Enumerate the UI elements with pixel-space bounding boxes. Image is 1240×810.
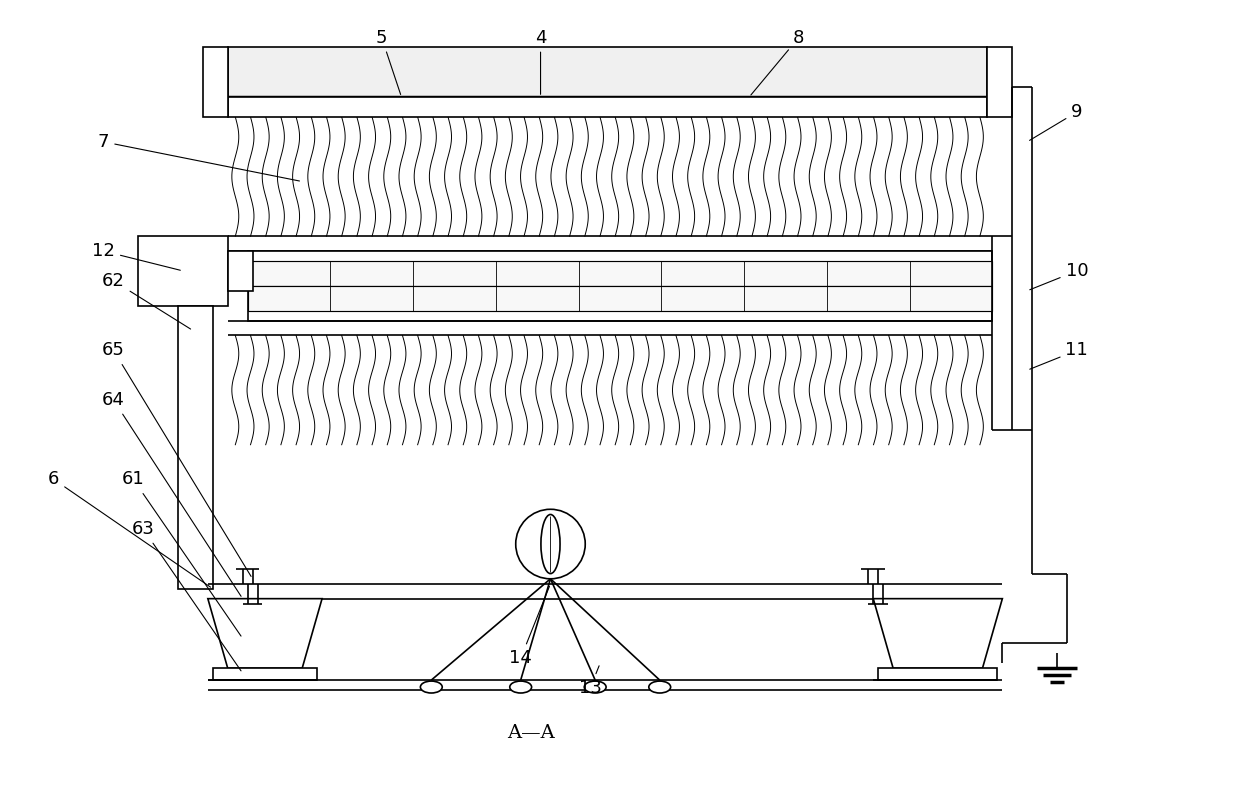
Text: A—A: A—A [507, 724, 554, 742]
Ellipse shape [510, 681, 532, 693]
Text: 13: 13 [579, 666, 601, 697]
Text: 7: 7 [98, 133, 300, 181]
Bar [228, 97, 987, 117]
Ellipse shape [649, 681, 671, 693]
Bar [248, 286, 992, 311]
Bar [228, 48, 987, 97]
Text: 4: 4 [534, 28, 547, 94]
Text: 11: 11 [1029, 341, 1089, 369]
Text: 14: 14 [510, 586, 549, 667]
Text: 62: 62 [102, 272, 191, 329]
Bar [228, 251, 253, 291]
Text: 63: 63 [131, 520, 241, 671]
Text: 5: 5 [376, 28, 401, 95]
Bar [878, 668, 997, 680]
Text: 8: 8 [751, 28, 805, 95]
Bar [213, 668, 317, 680]
Text: 65: 65 [102, 341, 250, 577]
Text: 12: 12 [92, 242, 180, 271]
Ellipse shape [420, 681, 443, 693]
Bar [248, 261, 992, 286]
Polygon shape [208, 599, 322, 668]
Ellipse shape [584, 681, 606, 693]
Bar [139, 237, 228, 305]
Bar [179, 305, 213, 589]
Text: 61: 61 [122, 471, 241, 636]
Text: 64: 64 [102, 391, 241, 596]
Bar [248, 251, 992, 321]
Text: 6: 6 [48, 471, 211, 587]
Bar [203, 48, 228, 117]
Text: 9: 9 [1029, 103, 1083, 140]
Text: 10: 10 [1029, 262, 1089, 290]
Polygon shape [873, 599, 1002, 668]
Bar [987, 48, 1012, 117]
